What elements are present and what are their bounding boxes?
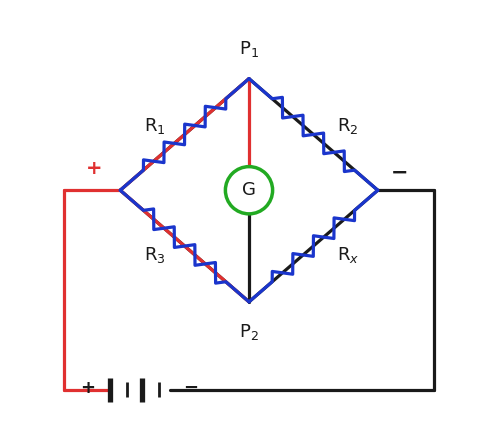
Text: R$_x$: R$_x$ xyxy=(337,245,359,265)
Text: P$_2$: P$_2$ xyxy=(239,322,259,343)
Text: −: − xyxy=(390,163,408,183)
Text: R$_3$: R$_3$ xyxy=(144,245,165,265)
Text: P$_1$: P$_1$ xyxy=(239,39,259,59)
Text: G: G xyxy=(242,181,256,199)
Text: −: − xyxy=(183,379,199,397)
Text: +: + xyxy=(86,159,103,178)
Text: R$_1$: R$_1$ xyxy=(144,116,165,136)
Text: +: + xyxy=(81,379,96,397)
Text: R$_2$: R$_2$ xyxy=(337,116,359,136)
Circle shape xyxy=(226,167,272,214)
